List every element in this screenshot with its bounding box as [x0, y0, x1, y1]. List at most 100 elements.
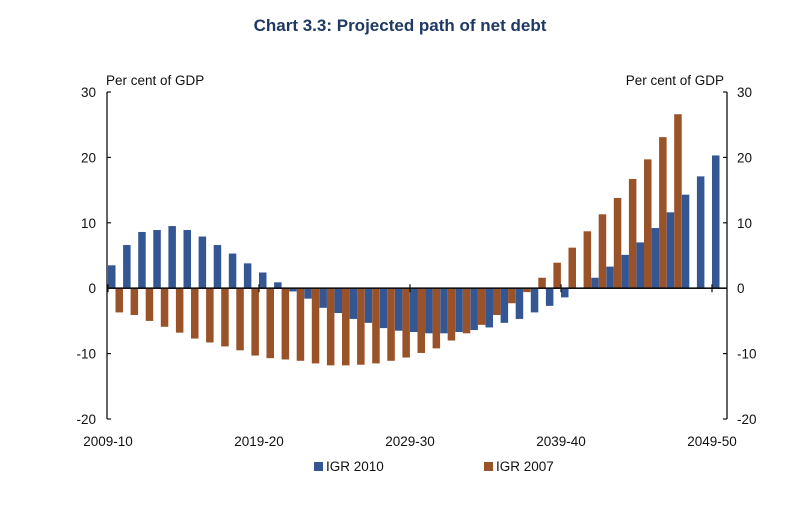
legend-item-igr-2007: IGR 2007: [484, 459, 554, 474]
left-y-tick-label: -20: [76, 412, 96, 427]
bar-igr-2010-2016-17: [213, 245, 222, 289]
bar-igr-2007-2041-42: [598, 214, 607, 289]
bar-igr-2010-2022-23: [304, 288, 312, 299]
bar-igr-2010-2024-25: [334, 288, 342, 314]
bar-igr-2007-2044-45: [644, 159, 652, 289]
bar-igr-2007-2025-26: [357, 288, 365, 365]
bar-igr-2010-2036-37: [515, 288, 524, 319]
legend-swatch-igr-2010: [314, 462, 323, 471]
bar-igr-2010-2048-49: [696, 176, 705, 289]
bar-igr-2007-2022-23: [311, 288, 320, 364]
bar-igr-2010-2025-26: [349, 288, 358, 319]
bar-igr-2007-2017-18: [236, 288, 244, 351]
right-y-tick-label: -20: [737, 412, 757, 427]
x-tick-label: 2009-10: [83, 434, 133, 449]
bar-igr-2007-2021-22: [296, 288, 305, 361]
bar-igr-2010-2045-46: [651, 228, 660, 289]
bar-igr-2010-2047-48: [681, 194, 690, 289]
bar-igr-2007-2030-31: [432, 288, 441, 349]
bar-igr-2007-2039-40: [568, 247, 576, 289]
left-y-tick-label: 30: [81, 85, 96, 100]
right-axis-unit-label: Per cent of GDP: [626, 73, 724, 88]
bar-igr-2007-2045-46: [659, 137, 667, 289]
bar-igr-2007-2029-30: [417, 288, 425, 353]
bar-igr-2010-2011-12: [138, 231, 146, 289]
bar-igr-2010-2041-42: [591, 277, 599, 289]
bar-igr-2010-2027-28: [379, 288, 388, 329]
left-axis-unit-label: Per cent of GDP: [106, 73, 204, 88]
bar-igr-2007-2033-34: [477, 288, 486, 325]
left-y-tick-label: -10: [76, 347, 96, 362]
bar-igr-2010-2013-14: [168, 226, 176, 289]
bar-igr-2010-2010-11: [123, 245, 131, 289]
bar-igr-2010-2038-39: [545, 288, 554, 306]
bar-igr-2007-2032-33: [462, 288, 471, 334]
bar-igr-2007-2027-28: [387, 288, 395, 361]
bar-igr-2007-2016-17: [221, 288, 229, 347]
bar-igr-2010-2042-43: [606, 266, 614, 289]
bar-igr-2007-2040-41: [583, 231, 592, 289]
bar-igr-2007-2024-25: [342, 288, 350, 366]
x-tick-label: 2019-20: [234, 434, 284, 449]
bar-igr-2010-2049-50: [712, 155, 720, 289]
bar-igr-2007-2043-44: [628, 178, 637, 289]
bar-igr-2007-2037-38: [538, 277, 546, 289]
ticks-layer: -20 -20 -10 -10 0 0 10 10 20 20 30 30 2009-10 2019-20…: [76, 85, 756, 449]
x-tick-label: 2029-30: [385, 434, 435, 449]
bar-igr-2010-2037-38: [530, 288, 539, 313]
bar-igr-2010-2032-33: [455, 288, 463, 333]
x-tick-label: 2049-50: [687, 434, 737, 449]
bar-igr-2010-2043-44: [621, 254, 629, 289]
right-y-tick-label: 10: [737, 216, 752, 231]
bar-igr-2010-2020-21: [274, 282, 282, 289]
bar-igr-2007-2035-36: [508, 288, 516, 304]
bar-igr-2010-2030-31: [425, 288, 433, 334]
bar-igr-2007-2019-20: [266, 288, 274, 359]
bars-layer: [108, 114, 720, 366]
legend-item-igr-2010: IGR 2010: [314, 459, 384, 474]
bar-igr-2010-2023-24: [319, 288, 327, 308]
axes-layer: [106, 92, 728, 419]
bar-igr-2010-2033-34: [470, 288, 478, 331]
bar-igr-2010-2026-27: [364, 288, 373, 323]
bar-igr-2010-2034-35: [485, 288, 493, 328]
x-tick-label: 2039-40: [536, 434, 586, 449]
bar-igr-2010-2014-15: [183, 229, 191, 289]
legend-label-igr-2010: IGR 2010: [326, 459, 384, 474]
bar-igr-2007-2028-29: [402, 288, 410, 358]
right-y-tick-label: 30: [737, 85, 752, 100]
bar-igr-2007-2023-24: [326, 288, 335, 366]
bar-igr-2007-2011-12: [145, 288, 154, 321]
chart-title: Chart 3.3: Projected path of net debt: [253, 16, 547, 35]
bar-igr-2007-2013-14: [175, 288, 184, 333]
bar-igr-2010-2044-45: [636, 242, 644, 289]
bar-igr-2007-2026-27: [372, 288, 380, 364]
bar-igr-2010-2028-29: [394, 288, 403, 331]
right-y-tick-label: 0: [737, 281, 745, 296]
bar-igr-2007-2009-10: [115, 288, 123, 313]
bar-igr-2007-2015-16: [206, 288, 214, 343]
bar-igr-2010-2017-18: [228, 253, 237, 289]
bar-igr-2007-2014-15: [191, 288, 199, 339]
bar-igr-2010-2046-47: [666, 212, 675, 289]
bar-igr-2007-2034-35: [493, 288, 501, 316]
bar-igr-2010-2021-22: [289, 288, 297, 292]
left-y-tick-label: 10: [81, 216, 96, 231]
bar-igr-2010-2039-40: [561, 288, 569, 298]
left-y-tick-label: 0: [88, 281, 96, 296]
legend-swatch-igr-2007: [484, 462, 493, 471]
bar-igr-2010-2019-20: [259, 272, 267, 289]
bar-igr-2010-2029-30: [410, 288, 418, 333]
bar-igr-2007-2018-19: [251, 288, 259, 356]
bar-igr-2010-2018-19: [243, 263, 252, 289]
bar-igr-2010-2035-36: [500, 288, 509, 323]
left-y-tick-label: 20: [81, 150, 96, 165]
bar-igr-2007-2012-13: [160, 288, 169, 327]
right-y-tick-label: -10: [737, 347, 757, 362]
bar-igr-2007-2010-11: [130, 288, 139, 316]
bar-igr-2010-2009-10: [108, 265, 116, 289]
bar-igr-2010-2012-13: [153, 229, 161, 289]
bar-igr-2010-2031-32: [440, 288, 448, 334]
bar-igr-2007-2036-37: [523, 288, 531, 293]
bar-igr-2007-2031-32: [447, 288, 456, 341]
